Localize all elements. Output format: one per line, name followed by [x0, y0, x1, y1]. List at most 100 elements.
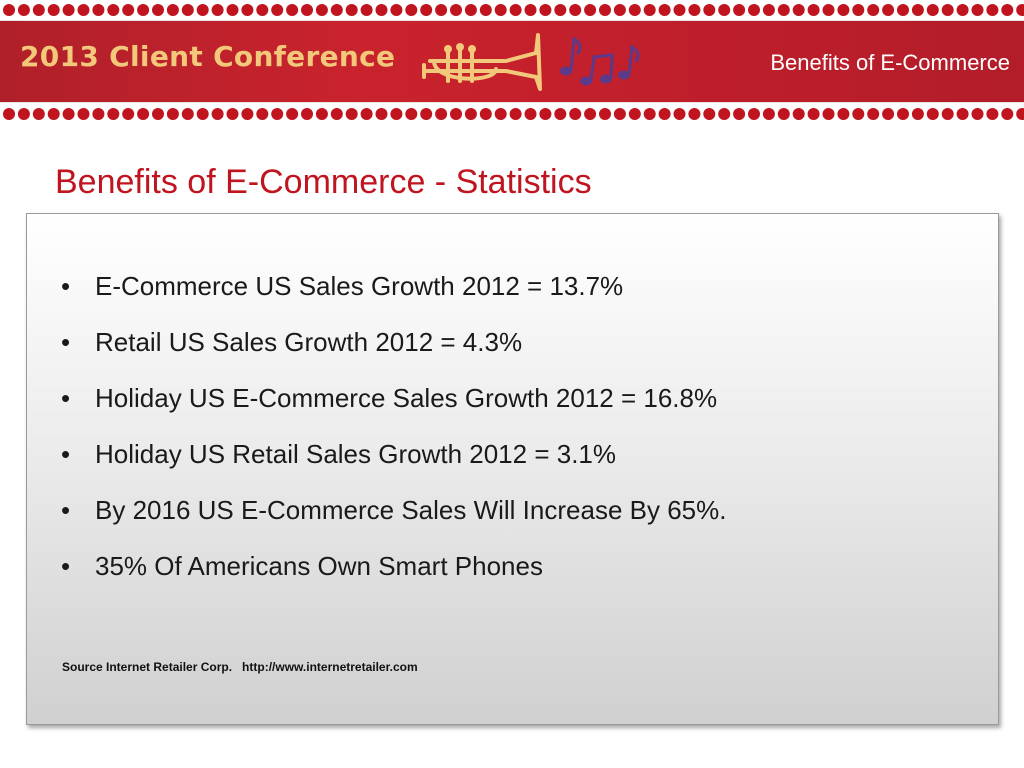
decorative-dot [375, 4, 388, 16]
decorative-dot [315, 108, 328, 120]
section-title: Benefits of E-Commerce [770, 50, 1010, 75]
decorative-dot [688, 4, 701, 16]
decorative-dot [882, 108, 895, 120]
decorative-dot [673, 4, 686, 16]
decorative-dot [92, 108, 105, 120]
decorative-dot-row-top [3, 4, 1024, 16]
bullet-icon: • [61, 495, 71, 525]
decorative-dot [822, 108, 835, 120]
decorative-dot [1016, 4, 1024, 16]
decorative-dot [375, 108, 388, 120]
decorative-dot [837, 4, 850, 16]
bullet-icon: • [61, 551, 71, 581]
decorative-dot [807, 108, 820, 120]
decorative-dot [584, 4, 597, 16]
decorative-dot [971, 4, 984, 16]
decorative-dot [733, 108, 746, 120]
decorative-dot [777, 4, 790, 16]
decorative-dot [986, 108, 999, 120]
decorative-dot [1016, 108, 1024, 120]
decorative-dot [464, 4, 477, 16]
decorative-dot [152, 4, 164, 16]
slide-title: Benefits of E-Commerce - Statistics [55, 163, 592, 201]
decorative-dot [613, 4, 626, 16]
decorative-dot [301, 4, 313, 16]
decorative-dot [658, 108, 671, 120]
decorative-dot [718, 108, 731, 120]
trumpet-and-music-notes-icon [422, 33, 640, 91]
decorative-dot [107, 108, 120, 120]
decorative-dot [897, 4, 909, 16]
decorative-dot [345, 108, 358, 120]
decorative-dot [941, 4, 954, 16]
decorative-dot [1001, 4, 1014, 16]
decorative-dot-row-bottom [3, 108, 1024, 120]
decorative-dot [390, 4, 403, 16]
decorative-dot [256, 108, 269, 120]
bullet-item: • E-Commerce US Sales Growth 2012 = 13.7… [61, 266, 726, 322]
decorative-dot [584, 108, 597, 120]
decorative-dot [509, 4, 522, 16]
decorative-dot [315, 4, 328, 16]
decorative-dot [509, 108, 522, 120]
decorative-dot [241, 4, 254, 16]
bullet-item: • Holiday US E-Commerce Sales Growth 201… [61, 378, 726, 434]
decorative-dot [137, 108, 150, 120]
decorative-dot [47, 108, 60, 120]
bullet-text: E-Commerce US Sales Growth 2012 = 13.7% [95, 271, 624, 301]
decorative-dot [792, 108, 805, 120]
decorative-dot [911, 4, 924, 16]
decorative-dot [330, 108, 343, 120]
decorative-dot [405, 108, 418, 120]
bullet-icon: • [61, 327, 71, 357]
decorative-dot [911, 108, 924, 120]
decorative-dot [539, 4, 552, 16]
decorative-dot [599, 4, 611, 16]
decorative-dot [479, 108, 492, 120]
bullet-item: • 35% Of Americans Own Smart Phones [61, 546, 726, 602]
bullet-item: • Retail US Sales Growth 2012 = 4.3% [61, 322, 726, 378]
bullet-icon: • [61, 439, 71, 469]
decorative-dot [3, 108, 15, 120]
decorative-dot [524, 108, 537, 120]
decorative-dot [643, 108, 656, 120]
decorative-dot [569, 4, 582, 16]
decorative-dot [718, 4, 731, 16]
decorative-dot [152, 108, 164, 120]
content-panel: • E-Commerce US Sales Growth 2012 = 13.7… [26, 213, 999, 725]
bullet-text: Holiday US E-Commerce Sales Growth 2012 … [95, 383, 718, 413]
decorative-dot [47, 4, 60, 16]
decorative-dot [673, 108, 686, 120]
decorative-dot [286, 108, 299, 120]
decorative-dot [822, 4, 835, 16]
decorative-dot [867, 108, 880, 120]
decorative-dot [554, 108, 567, 120]
decorative-dot [435, 4, 448, 16]
decorative-dot [524, 4, 537, 16]
conference-logo-text: 2013 Client Conference [20, 40, 396, 73]
decorative-dot [226, 108, 239, 120]
decorative-dot [748, 108, 760, 120]
bullet-item: • By 2016 US E-Commerce Sales Will Incre… [61, 490, 726, 546]
decorative-dot [360, 108, 373, 120]
decorative-dot [241, 108, 254, 120]
decorative-dot [226, 4, 239, 16]
decorative-dot [166, 108, 179, 120]
decorative-dot [882, 4, 895, 16]
decorative-dot [971, 108, 984, 120]
decorative-dot [852, 4, 865, 16]
decorative-dot [837, 108, 850, 120]
decorative-dot [62, 108, 75, 120]
decorative-dot [703, 4, 716, 16]
decorative-dot [435, 108, 448, 120]
decorative-dot [107, 4, 120, 16]
decorative-dot [733, 4, 746, 16]
decorative-dot [181, 4, 194, 16]
decorative-dot [1001, 108, 1014, 120]
decorative-dot [420, 108, 433, 120]
decorative-dot [628, 4, 641, 16]
decorative-dot [405, 4, 418, 16]
decorative-dot [986, 4, 999, 16]
decorative-dot [17, 108, 30, 120]
